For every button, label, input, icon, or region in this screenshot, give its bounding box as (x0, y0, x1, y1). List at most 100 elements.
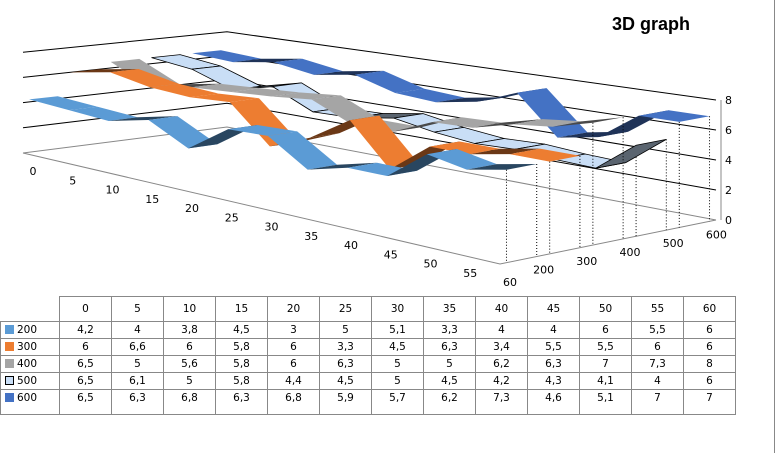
legend-swatch (5, 376, 14, 385)
column-header: 40 (475, 296, 528, 322)
table-cell: 5 (111, 355, 164, 373)
table-cell: 4,2 (59, 321, 112, 339)
table-cell: 4 (631, 372, 684, 390)
ribbon-segment (472, 119, 543, 128)
ribbon-segment (349, 115, 420, 170)
table-cell: 4,4 (267, 372, 320, 390)
legend-entry: 600 (0, 389, 60, 415)
table-cell: 5,1 (371, 321, 424, 339)
table-cell: 5,8 (215, 372, 268, 390)
ribbon-segment (426, 149, 497, 170)
ribbon-segment (314, 70, 384, 75)
column-header: 20 (267, 296, 320, 322)
table-cell: 6,1 (111, 372, 164, 390)
table-cell: 6,3 (423, 338, 476, 356)
table-cell: 6,8 (163, 389, 216, 415)
ribbon-segment (512, 119, 583, 127)
table-cell: 5 (163, 372, 216, 390)
x-tick-label: 50 (424, 258, 438, 271)
x-tick-label: 55 (463, 267, 477, 280)
ribbon-segment (432, 117, 503, 128)
legend-label: 500 (17, 375, 38, 387)
table-cell: 5,7 (371, 389, 424, 415)
table-row: 200 4,2 4 3,8 4,5 3 5 5,1 3,3 4 4 6 5,5 6 (0, 321, 736, 339)
ribbon-segment (69, 69, 139, 73)
table-cell: 6 (631, 338, 684, 356)
series-600 (192, 50, 710, 138)
x-tick-label: 30 (265, 221, 279, 234)
ribbon-segment (509, 148, 580, 162)
table-cell: 6 (59, 338, 112, 356)
ribbon-segment (192, 50, 262, 63)
ribbon-segment (267, 131, 338, 170)
x-tick-label: 25 (225, 211, 239, 224)
table-cell: 5,1 (579, 389, 632, 415)
table-cell: 6,8 (267, 389, 320, 415)
ribbon-segment (395, 88, 466, 103)
table-header-row: 0 5 10 15 20 25 30 35 40 45 50 55 60 (0, 296, 736, 322)
table-cell: 6 (163, 338, 216, 356)
table-cell: 6 (683, 338, 736, 356)
table-cell: 7 (683, 389, 736, 415)
x-tick-label: 5 (69, 174, 76, 187)
table-cell: 8 (683, 355, 736, 373)
legend-label: 300 (17, 341, 38, 353)
ribbon-segment (109, 69, 179, 88)
table-cell: 3,8 (163, 321, 216, 339)
table-cell: 7 (631, 389, 684, 415)
table-cell: 4 (475, 321, 528, 339)
ribbon-segment (429, 141, 500, 155)
table-cell: 4 (111, 321, 164, 339)
ribbon-segment (271, 92, 341, 100)
ribbon-segment (228, 125, 298, 136)
table-cell: 3,3 (319, 338, 372, 356)
table-row: 400 6,5 5 5,6 5,8 6 6,3 5 5 6,2 6,3 7 7,3 8 (0, 355, 736, 373)
table-cell: 4,5 (319, 372, 372, 390)
table-cell: 6 (683, 372, 736, 390)
series-500 (151, 54, 667, 169)
legend-entry: 500 (0, 372, 60, 390)
column-header: 50 (579, 296, 632, 322)
table-cell: 6 (683, 321, 736, 339)
column-header: 10 (163, 296, 216, 322)
legend-swatch (5, 342, 14, 351)
z-tick-label: 2 (725, 184, 732, 197)
table-cell: 7 (579, 355, 632, 373)
depth-tick-label: 300 (576, 255, 597, 268)
ribbon-segment (231, 88, 301, 97)
ribbon-segment (108, 116, 178, 121)
column-header: 55 (631, 296, 684, 322)
ribbon-segment (517, 88, 588, 138)
floor-back-edge (22, 126, 717, 221)
z-tick-label: 0 (725, 214, 732, 227)
table-cell: 5,6 (163, 355, 216, 373)
ribbon-segment (232, 58, 303, 63)
depth-tick-label: 500 (663, 237, 684, 250)
table-row: 300 6 6,6 6 5,8 6 3,3 4,5 6,3 3,4 5,5 5,5 6 6 (0, 338, 736, 356)
table-cell: 5,9 (319, 389, 372, 415)
column-header: 35 (423, 296, 476, 322)
table-cell: 6 (267, 338, 320, 356)
depth-tick-label: 200 (533, 264, 554, 277)
x-tick-label: 20 (185, 202, 199, 215)
table-cell: 5 (423, 355, 476, 373)
table-row: 500 6,5 6,1 5 5,8 4,4 4,5 5 4,5 4,2 4,3 4,1 4 6 (0, 372, 736, 390)
x-tick-label: 40 (344, 239, 358, 252)
chart-title: 3D graph (612, 14, 691, 34)
3d-ribbon-chart: 0 2 4 6 8 0 5 10 15 20 25 30 35 40 45 50 55 60 200 300 400 50… (22, 31, 732, 289)
ribbon-segment (148, 116, 218, 149)
ribbon-segment (435, 97, 506, 103)
x-tick-label: 10 (106, 184, 120, 197)
table-cell: 6 (579, 321, 632, 339)
column-header: 30 (371, 296, 424, 322)
table-cell: 5,5 (631, 321, 684, 339)
column-header: 60 (683, 296, 736, 322)
table-cell: 6,3 (319, 355, 372, 373)
table-cell: 4,5 (215, 321, 268, 339)
ribbon-segment (552, 117, 624, 127)
gridline (22, 31, 717, 101)
table-cell: 4,5 (423, 372, 476, 390)
table-cell: 6,3 (111, 389, 164, 415)
x-tick-label: 35 (304, 230, 318, 243)
table-cell: 6,6 (111, 338, 164, 356)
